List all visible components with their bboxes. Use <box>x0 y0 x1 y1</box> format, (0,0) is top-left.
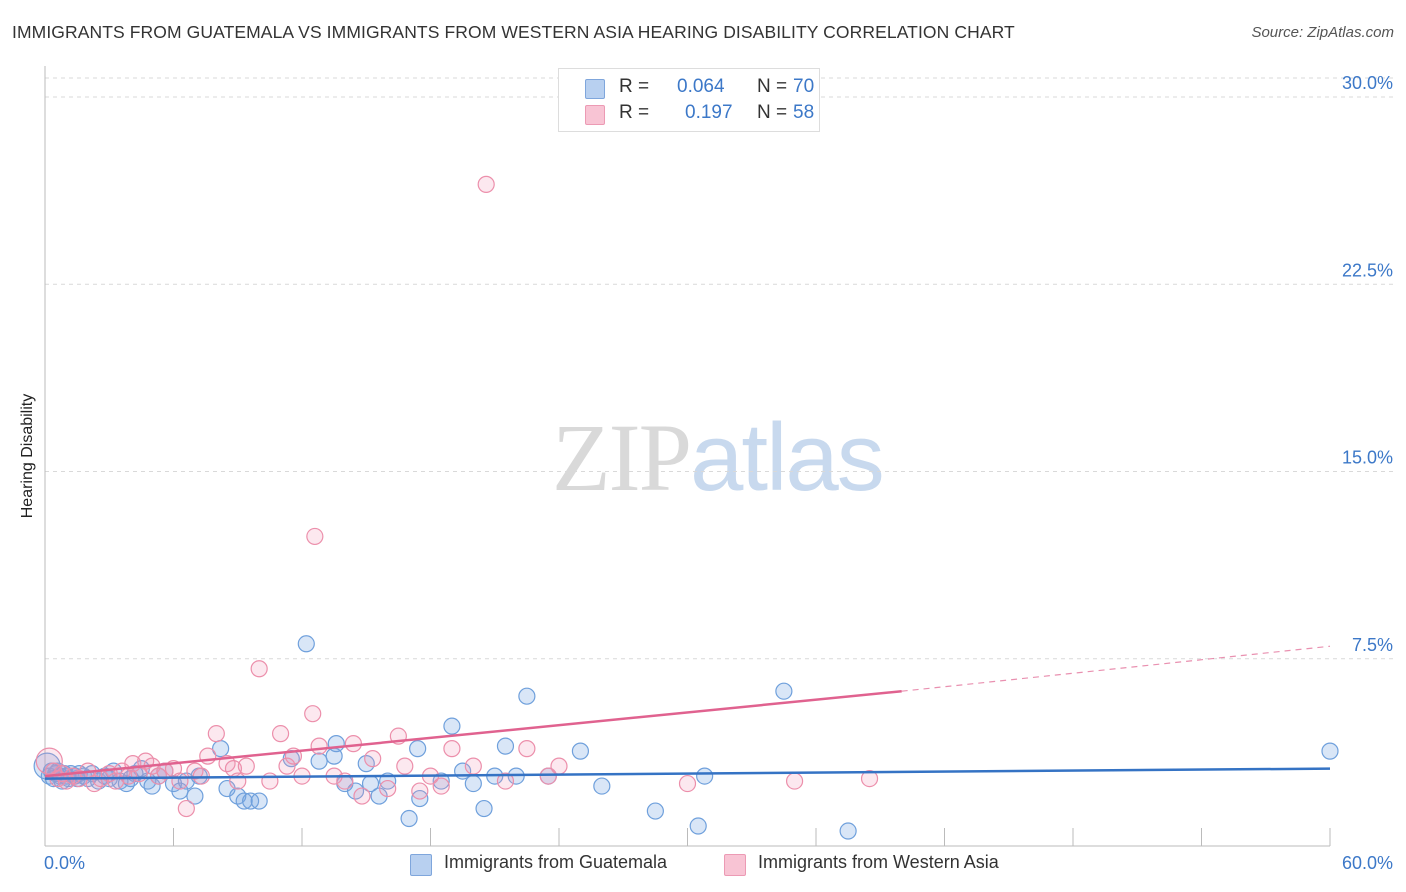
western-asia-point <box>443 740 461 758</box>
guatemala-point <box>689 817 707 835</box>
series-label-western-asia: Immigrants from Western Asia <box>758 852 999 872</box>
western-asia-point <box>177 799 195 818</box>
gridlines <box>45 77 1393 660</box>
guatemala-point <box>518 687 536 705</box>
guatemala-point <box>496 737 515 755</box>
watermark-atlas: atlas <box>690 404 885 511</box>
guatemala-point <box>409 740 427 758</box>
y-tick-label: 30.0% <box>1342 73 1393 93</box>
watermark-zip: ZIP <box>552 404 692 511</box>
guatemala-point <box>696 767 714 785</box>
western-asia-trend-line <box>44 689 902 778</box>
legend-swatch-guatemala <box>585 79 605 99</box>
western-asia-point <box>344 735 362 753</box>
source-credit: Source: ZipAtlas.com <box>1251 24 1394 41</box>
trend-lines <box>44 645 1331 780</box>
legend-r-value: 0.197 <box>685 102 733 123</box>
western-asia-point <box>250 660 268 678</box>
series-swatch-western-asia <box>724 854 746 876</box>
guatemala-point <box>327 735 345 753</box>
y-tick-label: 7.5% <box>1352 635 1393 655</box>
guatemala-point <box>646 802 664 820</box>
data-points <box>33 175 1339 840</box>
guatemala-point <box>475 799 493 818</box>
watermark: ZIPatlas <box>552 402 885 513</box>
guatemala-point <box>297 635 315 653</box>
guatemala-point <box>775 682 793 700</box>
legend-swatch-western-asia <box>585 105 605 125</box>
western-asia-point <box>411 782 429 800</box>
legend-n-value: 70 <box>793 76 815 97</box>
legend-n-label: N = <box>757 102 788 123</box>
guatemala-trend-line <box>44 767 1331 780</box>
western-asia-point <box>539 767 557 785</box>
western-asia-point <box>432 777 450 795</box>
chart-title: IMMIGRANTS FROM GUATEMALA VS IMMIGRANTS … <box>12 22 1015 42</box>
western-asia-point <box>550 757 568 775</box>
western-asia-trend-extension <box>901 645 1331 692</box>
western-asia-point <box>271 725 290 743</box>
legend-r-label: R = <box>619 76 650 97</box>
guatemala-point <box>593 777 611 795</box>
correlation-legend: R = 0.064 N = 70 R = 0.197 N = 58 <box>558 68 820 132</box>
guatemala-point <box>571 742 590 760</box>
guatemala-point <box>443 717 461 735</box>
western-asia-point <box>396 757 414 775</box>
guatemala-point <box>400 809 418 828</box>
western-asia-point <box>353 787 371 805</box>
western-asia-point <box>278 757 296 775</box>
guatemala-point <box>235 792 253 810</box>
western-asia-point <box>207 725 225 743</box>
y-tick-label: 15.0% <box>1342 448 1393 468</box>
guatemala-point <box>839 822 857 840</box>
western-asia-point <box>518 740 536 758</box>
series-legend: Immigrants from Guatemala Immigrants fro… <box>0 852 1406 878</box>
western-asia-point <box>785 772 804 790</box>
western-asia-point <box>237 757 255 775</box>
western-asia-point <box>310 737 328 755</box>
legend-n-value: 58 <box>793 102 815 123</box>
western-asia-point <box>477 175 495 193</box>
legend-r-value: 0.064 <box>677 76 725 97</box>
western-asia-point <box>261 772 279 790</box>
guatemala-point <box>432 772 450 790</box>
series-label-guatemala: Immigrants from Guatemala <box>444 852 668 872</box>
western-asia-point <box>496 772 515 790</box>
western-asia-point <box>364 750 382 768</box>
legend-n-label: N = <box>757 76 788 97</box>
western-asia-point <box>306 527 324 546</box>
guatemala-point <box>310 752 328 770</box>
x-tick-label: 0.0% <box>44 853 85 873</box>
x-tick-label: 60.0% <box>1342 853 1393 873</box>
guatemala-point <box>1321 742 1339 760</box>
western-asia-point <box>464 757 482 775</box>
western-asia-point <box>379 779 397 798</box>
western-asia-point <box>678 774 697 793</box>
y-tick-label: 22.5% <box>1342 260 1393 280</box>
series-swatch-guatemala <box>410 854 432 876</box>
western-asia-point <box>35 747 63 775</box>
guatemala-point <box>186 787 204 805</box>
legend-r-label: R = <box>619 102 650 123</box>
axes <box>44 66 1331 847</box>
guatemala-point <box>464 774 482 793</box>
western-asia-point <box>171 772 189 790</box>
western-asia-point <box>860 769 879 788</box>
western-asia-point <box>229 772 247 790</box>
western-asia-point <box>304 705 322 723</box>
guatemala-point <box>250 792 268 810</box>
tick-labels: 7.5% 15.0% 22.5% 30.0% 0.0% 60.0% <box>44 73 1393 873</box>
